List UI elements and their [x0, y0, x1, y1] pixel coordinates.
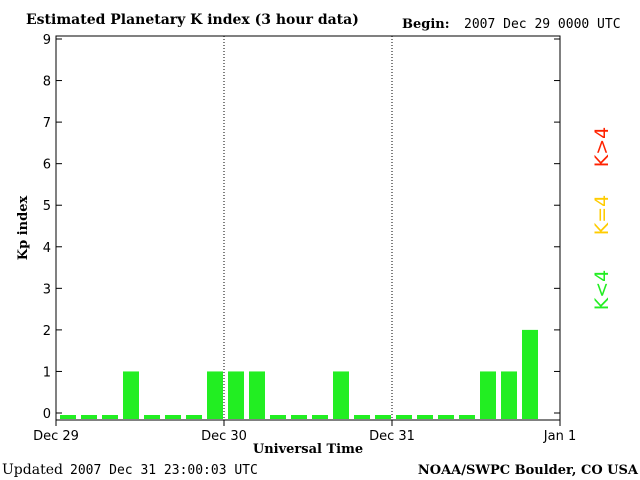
- kp-bar: [501, 371, 517, 419]
- kp-bar: [207, 371, 223, 419]
- y-tick-label: 7: [43, 116, 51, 131]
- kp-bar: [60, 415, 76, 419]
- kp-bar: [123, 371, 139, 419]
- x-axis-ticks: Dec 29 Dec 30 Dec 31 Jan 1: [33, 420, 576, 444]
- kp-bar: [438, 415, 454, 419]
- chart-title: Estimated Planetary K index (3 hour data…: [26, 12, 359, 28]
- y-tick-label: 1: [43, 365, 51, 380]
- y-tick-label: 6: [43, 158, 51, 173]
- y-tick-label: 8: [43, 75, 51, 90]
- y-tick-label: 5: [43, 199, 51, 214]
- x-tick-label: Dec 29: [33, 429, 79, 444]
- y-tick-label: 2: [43, 324, 51, 339]
- kp-bar: [396, 415, 412, 419]
- begin-label: Begin:: [402, 17, 450, 32]
- x-tick-label: Jan 1: [543, 429, 576, 444]
- kp-bar: [375, 415, 391, 419]
- legend: K<4 K=4 K>4: [591, 127, 613, 310]
- updated-value: 2007 Dec 31 23:00:03 UTC: [70, 463, 258, 478]
- y-tick-label: 9: [43, 33, 51, 48]
- credit-text: NOAA/SWPC Boulder, CO USA: [418, 463, 639, 478]
- updated-label: Updated: [2, 462, 63, 478]
- bars: [60, 329, 538, 419]
- kp-bar: [144, 415, 160, 419]
- y-axis-label: Kp index: [16, 196, 31, 261]
- kp-bar: [81, 415, 97, 419]
- y-axis-ticks: 0 1 2 3 4 5 6 7 8 9: [43, 33, 560, 422]
- y-tick-label: 3: [43, 282, 51, 297]
- y-tick-label: 0: [43, 407, 51, 422]
- kp-bar: [354, 415, 370, 419]
- kp-bar: [417, 415, 433, 419]
- kp-bar: [102, 415, 118, 419]
- x-tick-label: Dec 30: [201, 429, 247, 444]
- legend-entry: K=4: [591, 195, 613, 235]
- x-tick-label: Dec 31: [369, 429, 415, 444]
- kp-bar: [333, 371, 349, 419]
- kp-bar: [228, 371, 244, 419]
- plot-frame: [55, 35, 561, 421]
- legend-entry: K>4: [591, 127, 613, 167]
- kp-bar: [165, 415, 181, 419]
- day-separators: [223, 36, 393, 420]
- kp-bar: [249, 371, 265, 419]
- x-axis-label: Universal Time: [253, 442, 363, 457]
- kp-bar: [270, 415, 286, 419]
- begin-value: 2007 Dec 29 0000 UTC: [464, 17, 621, 32]
- kp-bar: [291, 415, 307, 419]
- kp-bar: [522, 329, 538, 419]
- kp-bar: [459, 415, 475, 419]
- y-tick-label: 4: [43, 241, 51, 256]
- kp-bar: [312, 415, 328, 419]
- legend-entry: K<4: [591, 270, 613, 310]
- kp-bar: [186, 415, 202, 419]
- kp-bar: [480, 371, 496, 419]
